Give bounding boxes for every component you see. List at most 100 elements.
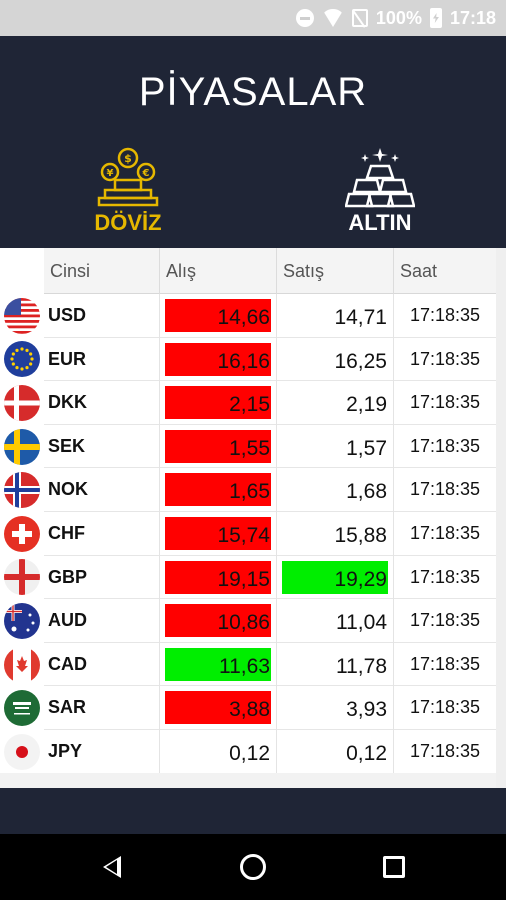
table-row[interactable]: NOK 1,65 1,68 17:18:35 — [44, 468, 496, 512]
alis-highlight — [165, 299, 271, 332]
navigation-bar — [0, 834, 506, 900]
gold-bars-icon — [345, 148, 415, 208]
alis-value: 14,66 — [217, 306, 270, 329]
header-cinsi[interactable]: Cinsi — [44, 248, 160, 294]
alis-cell: 10,86 — [160, 599, 277, 643]
alis-cell: 11,63 — [160, 642, 277, 687]
table-row[interactable]: USD 14,66 14,71 17:18:35 — [44, 294, 496, 338]
currency-code: CAD — [44, 642, 160, 687]
satis-value: 11,04 — [336, 611, 387, 635]
saat-value: 17:18:35 — [409, 566, 481, 587]
table-row[interactable]: GBP 19,15 19,29 17:18:35 — [44, 555, 496, 600]
saat-value: 17:18:35 — [409, 523, 481, 543]
alis-cell: 1,55 — [160, 424, 277, 469]
japan-flag-icon — [4, 733, 40, 770]
back-triangle-icon[interactable] — [103, 856, 121, 878]
alis-highlight — [165, 647, 271, 681]
table-row[interactable]: SAR 3,88 3,93 17:18:35 — [44, 686, 496, 730]
alis-highlight — [165, 604, 271, 638]
tab-altin[interactable]: ALTIN — [310, 146, 450, 236]
saat-value: 17:18:35 — [409, 697, 481, 718]
battery-percent: 100% — [375, 7, 422, 28]
alis-highlight — [165, 473, 271, 507]
currency-code: SAR — [44, 686, 160, 730]
satis-cell: 2,19 — [277, 381, 394, 425]
alis-highlight — [165, 386, 271, 420]
satis-cell: 3,93 — [277, 686, 394, 730]
norway-flag-icon — [4, 472, 40, 509]
currency-code: GBP — [44, 555, 160, 600]
saat-value: 17:18:35 — [409, 610, 481, 631]
currency-code: AUD — [44, 599, 160, 643]
alis-value: 19,15 — [217, 567, 270, 591]
svg-text:$: $ — [124, 152, 132, 165]
saat-value: 17:18:35 — [409, 653, 481, 674]
denmark-flag-icon — [4, 385, 40, 421]
header-saat[interactable]: Saat — [400, 261, 438, 281]
flag-column — [0, 248, 44, 773]
alis-value: 0,12 — [229, 742, 270, 765]
satis-value: 11,78 — [336, 654, 387, 678]
satis-value: 2,19 — [346, 393, 387, 417]
table-row[interactable]: JPY 0,12 0,12 17:18:35 — [44, 730, 496, 774]
app-header: PİYASALAR $ ¥ € DÖVİZ — [0, 36, 506, 248]
table-header: Cinsi Alış Satış Saat — [44, 248, 496, 294]
table-row[interactable]: EUR 16,16 16,25 17:18:35 — [44, 337, 496, 382]
alis-value: 1,65 — [229, 480, 270, 504]
table-grid[interactable]: Cinsi Alış Satış Saat USD 14,66 14,71 17:18… — [44, 248, 496, 774]
svg-text:¥: ¥ — [107, 168, 114, 179]
table-row[interactable]: CAD 11,63 11,78 17:18:35 — [44, 642, 496, 687]
satis-highlight — [282, 560, 388, 594]
alis-value: 2,15 — [229, 393, 270, 417]
status-bar: 100% 17:18 — [0, 0, 506, 36]
currency-code: USD — [44, 294, 160, 338]
alis-highlight — [165, 560, 271, 594]
satis-value: 3,93 — [346, 698, 387, 722]
currency-code: JPY — [44, 730, 160, 774]
currency-code: EUR — [44, 337, 160, 382]
satis-cell: 15,88 — [277, 512, 394, 556]
recent-square-icon[interactable] — [383, 856, 405, 878]
saat-value: 17:18:35 — [409, 348, 481, 369]
satis-value: 19,29 — [334, 567, 387, 591]
table-row[interactable]: DKK 2,15 2,19 17:18:35 — [44, 381, 496, 425]
home-circle-icon[interactable] — [240, 854, 266, 880]
currency-table: Cinsi Alış Satış Saat USD 14,66 14,71 17:18… — [0, 248, 506, 788]
currency-code: DKK — [44, 381, 160, 425]
tab-doviz-label: DÖVİZ — [94, 210, 162, 235]
saudi-arabia-flag-icon — [4, 690, 40, 727]
eu-flag-icon — [4, 341, 40, 378]
alis-cell: 0,12 — [160, 730, 277, 774]
tab-doviz[interactable]: $ ¥ € DÖVİZ — [58, 146, 198, 236]
saat-value: 17:18:35 — [409, 392, 481, 413]
satis-cell: 1,57 — [277, 424, 394, 469]
table-bottom-strip — [0, 773, 496, 788]
saat-value: 17:18:35 — [409, 305, 481, 325]
scrollbar-track[interactable] — [496, 248, 506, 788]
header-satis[interactable]: Satış — [277, 248, 394, 294]
clock: 17:18 — [449, 7, 496, 28]
tab-altin-label: ALTIN — [348, 210, 412, 235]
satis-cell: 0,12 — [277, 730, 394, 774]
currency-code: CHF — [44, 512, 160, 556]
alis-highlight — [165, 429, 271, 463]
svg-text:€: € — [142, 168, 150, 179]
alis-value: 16,16 — [217, 349, 270, 373]
wifi-icon — [321, 9, 344, 27]
table-row[interactable]: CHF 15,74 15,88 17:18:35 — [44, 512, 496, 556]
satis-value: 0,12 — [346, 742, 387, 765]
satis-value: 16,25 — [334, 349, 387, 373]
table-row[interactable]: AUD 10,86 11,04 17:18:35 — [44, 599, 496, 643]
saat-value: 17:18:35 — [409, 479, 481, 500]
alis-highlight — [165, 342, 271, 376]
alis-highlight — [165, 691, 271, 725]
australia-flag-icon — [4, 603, 40, 639]
alis-cell: 15,74 — [160, 512, 277, 556]
alis-cell: 14,66 — [160, 294, 277, 338]
satis-value: 14,71 — [334, 306, 387, 329]
header-alis[interactable]: Alış — [160, 248, 277, 294]
alis-cell: 16,16 — [160, 337, 277, 382]
table-row[interactable]: SEK 1,55 1,57 17:18:35 — [44, 424, 496, 469]
alis-highlight — [165, 517, 271, 550]
satis-value: 1,57 — [346, 436, 387, 460]
